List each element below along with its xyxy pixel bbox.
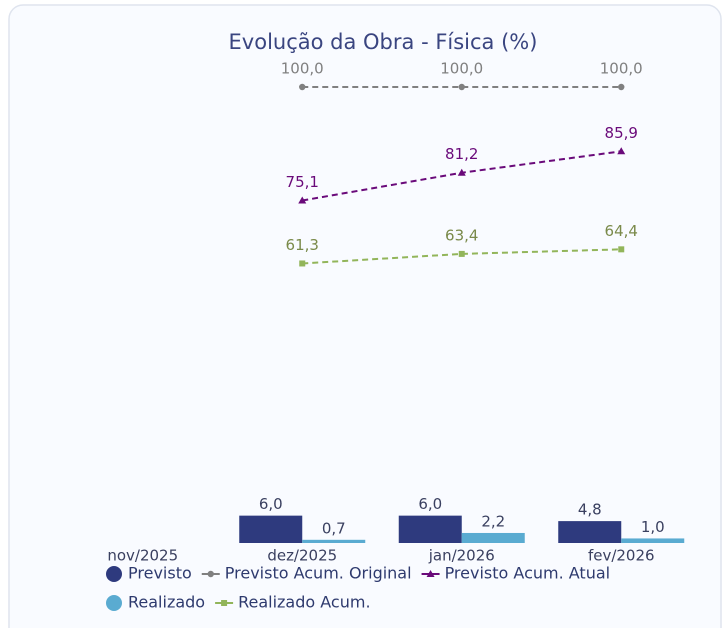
point — [457, 168, 466, 176]
line — [302, 248, 622, 265]
data-label: 81,2 — [445, 145, 478, 163]
bar — [398, 515, 462, 543]
legend-marker — [207, 570, 214, 578]
bar — [558, 521, 622, 543]
bar — [302, 539, 366, 543]
data-label: 0,7 — [322, 519, 346, 537]
data-label: 75,1 — [286, 173, 319, 191]
point — [299, 83, 306, 91]
card — [8, 4, 722, 628]
legend-label: Realizado Acum. — [238, 593, 370, 612]
legend-label: Previsto — [128, 564, 192, 583]
legend-symbol — [106, 595, 122, 611]
data-label: 100,0 — [440, 60, 483, 78]
point — [458, 250, 465, 257]
bar — [461, 532, 525, 543]
point — [299, 260, 306, 267]
legend-label: Previsto Acum. Atual — [445, 564, 611, 583]
bar — [239, 515, 303, 543]
point — [618, 83, 625, 91]
data-label: 6,0 — [259, 495, 283, 513]
x-tick-label: fev/2026 — [588, 547, 655, 565]
x-tick-label: dez/2025 — [267, 547, 337, 565]
data-label: 4,8 — [578, 501, 602, 519]
point — [618, 246, 625, 253]
point — [458, 83, 465, 91]
legend-marker — [426, 570, 435, 577]
x-tick-label: jan/2026 — [428, 547, 495, 565]
chart-title: Evolução da Obra - Física (%) — [229, 30, 538, 54]
legend-label: Previsto Acum. Original — [225, 564, 412, 583]
x-tick-label: nov/2025 — [107, 547, 178, 565]
data-label: 6,0 — [418, 495, 442, 513]
point — [617, 147, 626, 155]
point — [298, 196, 307, 204]
data-label: 2,2 — [481, 512, 505, 530]
data-label: 64,4 — [605, 222, 638, 240]
data-label: 100,0 — [600, 60, 643, 78]
data-label: 1,0 — [641, 518, 665, 536]
legend-marker — [221, 600, 228, 606]
data-label: 63,4 — [445, 226, 478, 244]
legend-label: Realizado — [128, 593, 205, 612]
data-label: 100,0 — [281, 60, 324, 78]
data-label: 61,3 — [286, 236, 319, 254]
bar — [621, 538, 685, 543]
legend-symbol — [106, 566, 122, 582]
data-label: 85,9 — [605, 124, 638, 142]
